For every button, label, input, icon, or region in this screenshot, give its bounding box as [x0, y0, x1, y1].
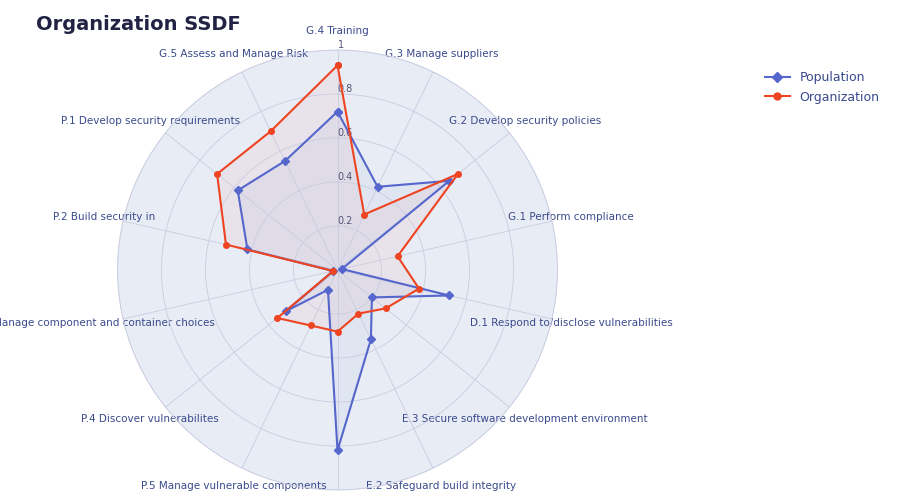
Text: Organization SSDF: Organization SSDF: [36, 15, 241, 34]
Legend: Population, Organization: Population, Organization: [760, 66, 885, 108]
Polygon shape: [217, 66, 458, 332]
Polygon shape: [238, 112, 449, 450]
